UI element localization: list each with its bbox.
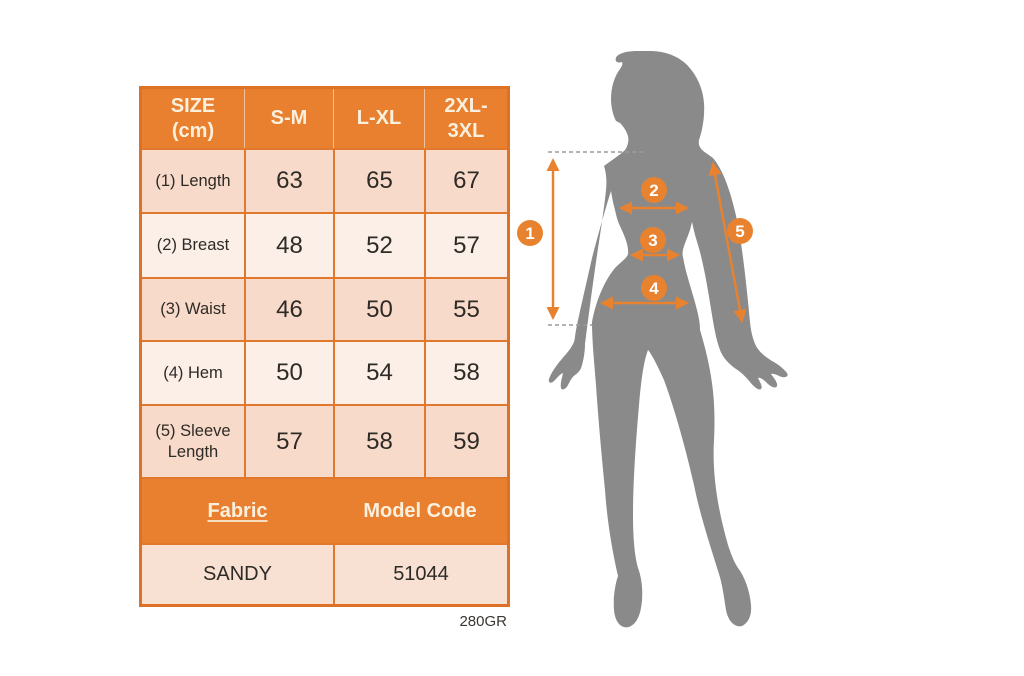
marker-5: 5 [727,218,753,244]
row-label-waist: (3) Waist [142,277,244,340]
cell-waist-lxl: 50 [333,277,424,340]
header-s-m: S-M [244,89,333,148]
svg-text:2: 2 [649,181,658,200]
cell-sleeve-2xl: 59 [424,404,507,477]
cell-breast-2xl: 57 [424,212,507,277]
model-code-header: Model Code [333,477,507,543]
cell-length-2xl: 67 [424,148,507,212]
fabric-value: SANDY [142,543,333,604]
cell-sleeve-lxl: 58 [333,404,424,477]
model-code-value: 51044 [333,543,507,604]
cell-hem-sm: 50 [244,340,333,404]
fabric-header-label: Fabric [207,499,268,522]
fabric-header: Fabric [142,477,333,543]
cell-hem-2xl: 58 [424,340,507,404]
cell-breast-sm: 48 [244,212,333,277]
cell-sleeve-sm: 57 [244,404,333,477]
row-label-hem: (4) Hem [142,340,244,404]
cell-length-lxl: 65 [333,148,424,212]
cell-breast-lxl: 52 [333,212,424,277]
row-label-sleeve-length: (5) Sleeve Length [142,404,244,477]
svg-text:3: 3 [648,231,657,250]
header-l-xl: L-XL [333,89,424,148]
marker-2: 2 [641,177,667,203]
model-code-header-label: Model Code [363,499,477,522]
cell-length-sm: 63 [244,148,333,212]
marker-4: 4 [641,275,667,301]
svg-text:1: 1 [525,224,534,243]
size-table: SIZE (cm) S-M L-XL 2XL- 3XL (1) Length 6… [139,86,510,607]
body-measurement-diagram: 1 2 3 4 5 [517,51,788,628]
marker-1: 1 [517,220,543,246]
row-label-length: (1) Length [142,148,244,212]
svg-text:5: 5 [735,222,744,241]
header-2xl-3xl: 2XL- 3XL [424,89,507,148]
arrow-sleeve [708,162,747,323]
marker-3: 3 [640,227,666,253]
header-size-cm: SIZE (cm) [142,89,244,148]
weight-footnote: 280GR [459,613,507,630]
female-silhouette-icon [548,51,788,628]
cell-hem-lxl: 54 [333,340,424,404]
row-label-breast: (2) Breast [142,212,244,277]
svg-text:4: 4 [649,279,659,298]
cell-waist-sm: 46 [244,277,333,340]
cell-waist-2xl: 55 [424,277,507,340]
